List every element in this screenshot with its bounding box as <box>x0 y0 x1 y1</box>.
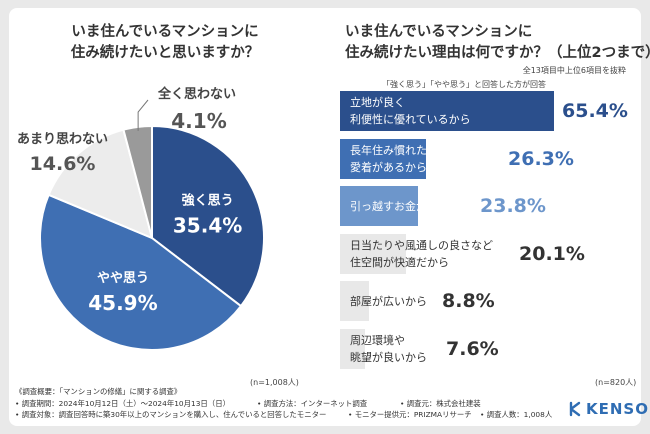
kensou-logo-text: KENSOU <box>586 400 650 418</box>
pie-label-strongly-disagree: 全く思わない <box>157 86 236 102</box>
bar-room-size: 部屋が広いから 8.8% <box>340 281 495 321</box>
bar-label-line: 眺望が良いから <box>350 350 427 364</box>
bar-location: 立地が良く利便性に優れているから 65.4% <box>340 91 628 131</box>
kensou-logo: KENSOU <box>568 400 650 418</box>
footer-target: • 調査対象：調査回答時に築30年以上のマンションを購入し、住んでいると回答した… <box>15 410 327 419</box>
pie-sample-size: (n=1,008人) <box>250 378 299 387</box>
bar-no-money: 引っ越すお金がないから 23.8% <box>340 186 546 226</box>
bar-label-attachment: 長年住み慣れた環境への 愛着があるから <box>350 139 471 179</box>
bar-label-line: 部屋が広いから <box>350 294 427 308</box>
pie-chart-title: いま住んでいるマンションに 住み続けたいと思いますか？ <box>40 22 290 64</box>
footer-row-2: • 調査対象：調査回答時に築30年以上のマンションを購入し、住んでいると回答した… <box>15 409 552 421</box>
footer-heading: 《調査概要：「マンションの修繕」に関する調査》 <box>15 387 182 396</box>
footer-source: • 調査元：株式会社建装 <box>400 398 481 408</box>
bar-title-line-2: 住み続けたい理由は何ですか？（上位2つまで） <box>345 45 650 61</box>
bar-label-room-size: 部屋が広いから <box>350 281 427 321</box>
pie-value-somewhat-disagree: 14.6% <box>30 153 96 175</box>
bar-label-location: 立地が良く利便性に優れているから <box>350 91 471 131</box>
bar-comfort: 日当たりや風通しの良さなど 住空間が快適だから 20.1% <box>340 233 585 274</box>
bar-label-line: 周辺環境や <box>350 333 405 347</box>
footer-provider: • モニター提供元：PRIZMAリサーチ <box>348 410 472 419</box>
bar-label-line: 長年住み慣れた環境への <box>350 143 471 157</box>
pie-slice-somewhat-disagree <box>47 128 154 240</box>
pie-slice-strongly-agree <box>151 124 265 308</box>
pie-value-somewhat-agree: 45.9% <box>88 291 157 315</box>
bar-value-no-money: 23.8% <box>480 195 546 217</box>
footer-period: • 調査期間：2024年10月12日（土）～2024年10月13日（日） <box>15 398 230 408</box>
bar-label-no-money: 引っ越すお金がないから <box>350 186 471 226</box>
bar-sample-size: (n=820人) <box>595 378 637 387</box>
pie-value-strongly-disagree: 4.1% <box>171 109 226 133</box>
footer-row-1: • 調査期間：2024年10月12日（土）～2024年10月13日（日） • 調査… <box>15 398 552 410</box>
bar-label-line: 愛着があるから <box>350 160 427 174</box>
pie-title-line-1: いま住んでいるマンションに <box>71 24 259 40</box>
pie-label-somewhat-disagree: あまり思わない <box>17 132 108 147</box>
survey-footer: 《調査概要：「マンションの修繕」に関する調査》 • 調査期間：2024年10月1… <box>15 386 552 421</box>
bar-view: 周辺環境や眺望が良いから 7.6% <box>340 328 499 369</box>
pie-value-strongly-agree: 35.4% <box>173 214 242 238</box>
pie-label-strongly-agree: 強く思う <box>182 193 234 209</box>
pie-slice-somewhat-agree <box>39 193 243 351</box>
bar-label-line: 住空間が快適だから <box>350 255 449 269</box>
pie-leader-line <box>137 99 149 131</box>
bar-chart-note-excerpt: 全13項目中上位6項目を抜粋 <box>522 66 626 75</box>
bar-label-line: 引っ越すお金がないから <box>350 199 471 213</box>
bar-title-line-1: いま住んでいるマンションに <box>345 24 533 40</box>
footer-respondents: • 調査人数：1,008人 <box>480 410 553 419</box>
bar-attachment: 長年住み慣れた環境への 愛着があるから 26.3% <box>340 138 574 179</box>
bar-value-comfort: 20.1% <box>519 242 585 265</box>
bar-chart-note-respondents: 「強く思う」「やや思う」と回答した方が回答 <box>382 80 546 89</box>
pie-label-somewhat-agree: やや思う <box>97 271 149 286</box>
pie-slice-strongly-disagree <box>122 124 153 239</box>
pie-title-line-2: 住み続けたいと思いますか？ <box>70 45 260 61</box>
bar-chart-title: いま住んでいるマンションに 住み続けたい理由は何ですか？（上位2つまで） <box>345 22 650 64</box>
bar-label-comfort: 日当たりや風通しの良さなど 住空間が快適だから <box>350 234 493 274</box>
bar-label-line: 日当たりや風通しの良さなど <box>350 238 493 252</box>
kensou-logo-icon <box>569 401 581 417</box>
bar-value-room-size: 8.8% <box>442 290 495 312</box>
bar-label-line: 利便性に優れているから <box>350 113 471 126</box>
bar-value-attachment: 26.3% <box>508 147 574 170</box>
bar-value-location: 65.4% <box>562 100 628 122</box>
bar-label-line: 立地が良く <box>350 96 405 109</box>
bar-label-view: 周辺環境や眺望が良いから <box>350 329 427 369</box>
footer-method: • 調査方法：インターネット調査 <box>257 398 368 408</box>
bar-value-view: 7.6% <box>446 337 499 360</box>
